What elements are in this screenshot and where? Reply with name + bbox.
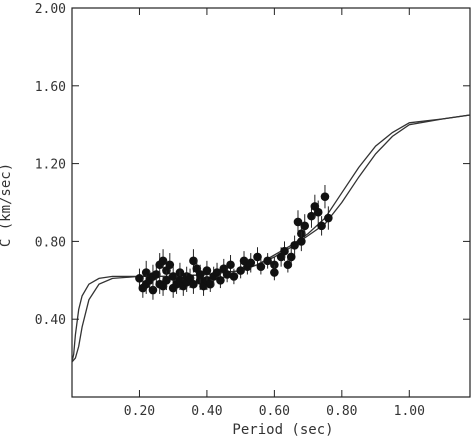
data-point [195, 270, 205, 279]
data-point [148, 285, 158, 295]
x-axis-title: Period (sec) [232, 422, 333, 438]
data-point [280, 246, 289, 256]
model-curve-1 [71, 114, 471, 363]
model-curve-2 [71, 114, 471, 363]
data-point [165, 260, 175, 270]
x-tick-label: 0.80 [326, 404, 357, 419]
model-curves [71, 114, 471, 363]
data-point [253, 252, 262, 262]
data-point [236, 266, 245, 275]
data-point [307, 211, 316, 221]
data-point [226, 260, 235, 270]
data-point [283, 260, 293, 270]
x-tick-label: 1.00 [394, 404, 425, 419]
y-tick-label: 0.40 [35, 313, 66, 328]
x-axis: 0.20 0.40 0.60 0.80 1.00 [124, 8, 425, 419]
data-point [158, 256, 168, 266]
data-point [270, 268, 279, 277]
data-point [300, 221, 310, 231]
data-point [189, 256, 198, 266]
data-point [317, 221, 326, 231]
x-tick-label: 0.40 [191, 404, 222, 419]
data-point [263, 256, 272, 266]
y-axis-title: C (km/sec) [0, 163, 14, 247]
data-point [162, 276, 171, 285]
y-tick-label: 0.80 [35, 235, 66, 250]
data-point [297, 237, 306, 246]
plot-frame [71, 7, 471, 398]
y-tick-label: 1.20 [35, 158, 66, 173]
data-point [212, 268, 222, 277]
y-tick-label: 1.60 [35, 80, 66, 95]
data-point [286, 252, 296, 262]
data-point [152, 270, 161, 279]
data-point [168, 272, 178, 281]
data-point [320, 192, 330, 201]
data-point [324, 213, 333, 223]
data-point [205, 279, 215, 289]
data-point [189, 279, 198, 289]
data-point [313, 207, 323, 217]
y-axis: 0.40 0.80 1.20 1.60 2.00 [35, 2, 470, 328]
data-point [216, 276, 225, 285]
data-point [290, 240, 299, 250]
data-point [135, 274, 144, 283]
data-point [256, 262, 266, 271]
data-point [202, 266, 212, 275]
data-point [229, 272, 239, 281]
data-point [141, 268, 151, 277]
x-tick-label: 0.60 [259, 404, 290, 419]
data-point [293, 217, 303, 227]
observed-points [135, 184, 333, 300]
y-tick-label: 2.00 [35, 2, 66, 17]
data-point [246, 258, 256, 268]
x-tick-label: 0.20 [124, 404, 155, 419]
data-point [222, 270, 232, 279]
